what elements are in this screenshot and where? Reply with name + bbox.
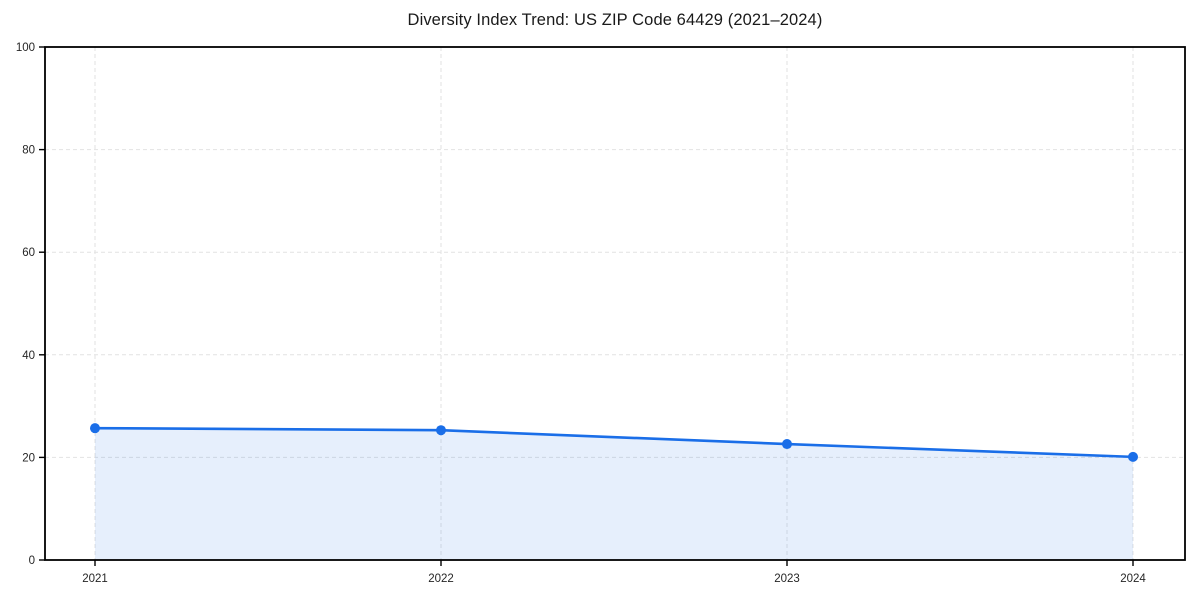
data-point	[436, 425, 446, 436]
data-point	[1128, 451, 1138, 462]
y-tick-label: 80	[22, 145, 35, 157]
data-point	[782, 439, 792, 450]
x-tick-label: 2021	[82, 573, 108, 585]
axes-frame	[44, 46, 1186, 561]
chart-title: Diversity Index Trend: US ZIP Code 64429…	[407, 11, 823, 29]
y-tick-label: 40	[22, 350, 35, 362]
x-tick-label: 2024	[1120, 573, 1146, 585]
y-tick-label: 100	[16, 42, 35, 54]
y-tick-label: 20	[22, 452, 35, 464]
area-fill	[95, 428, 1133, 560]
y-tick-label: 0	[29, 555, 35, 567]
trend-line	[93, 426, 1135, 459]
x-tick-label: 2023	[774, 573, 800, 585]
x-tick-label: 2022	[428, 573, 454, 585]
y-tick-label: 60	[22, 247, 35, 259]
data-point	[90, 423, 100, 434]
